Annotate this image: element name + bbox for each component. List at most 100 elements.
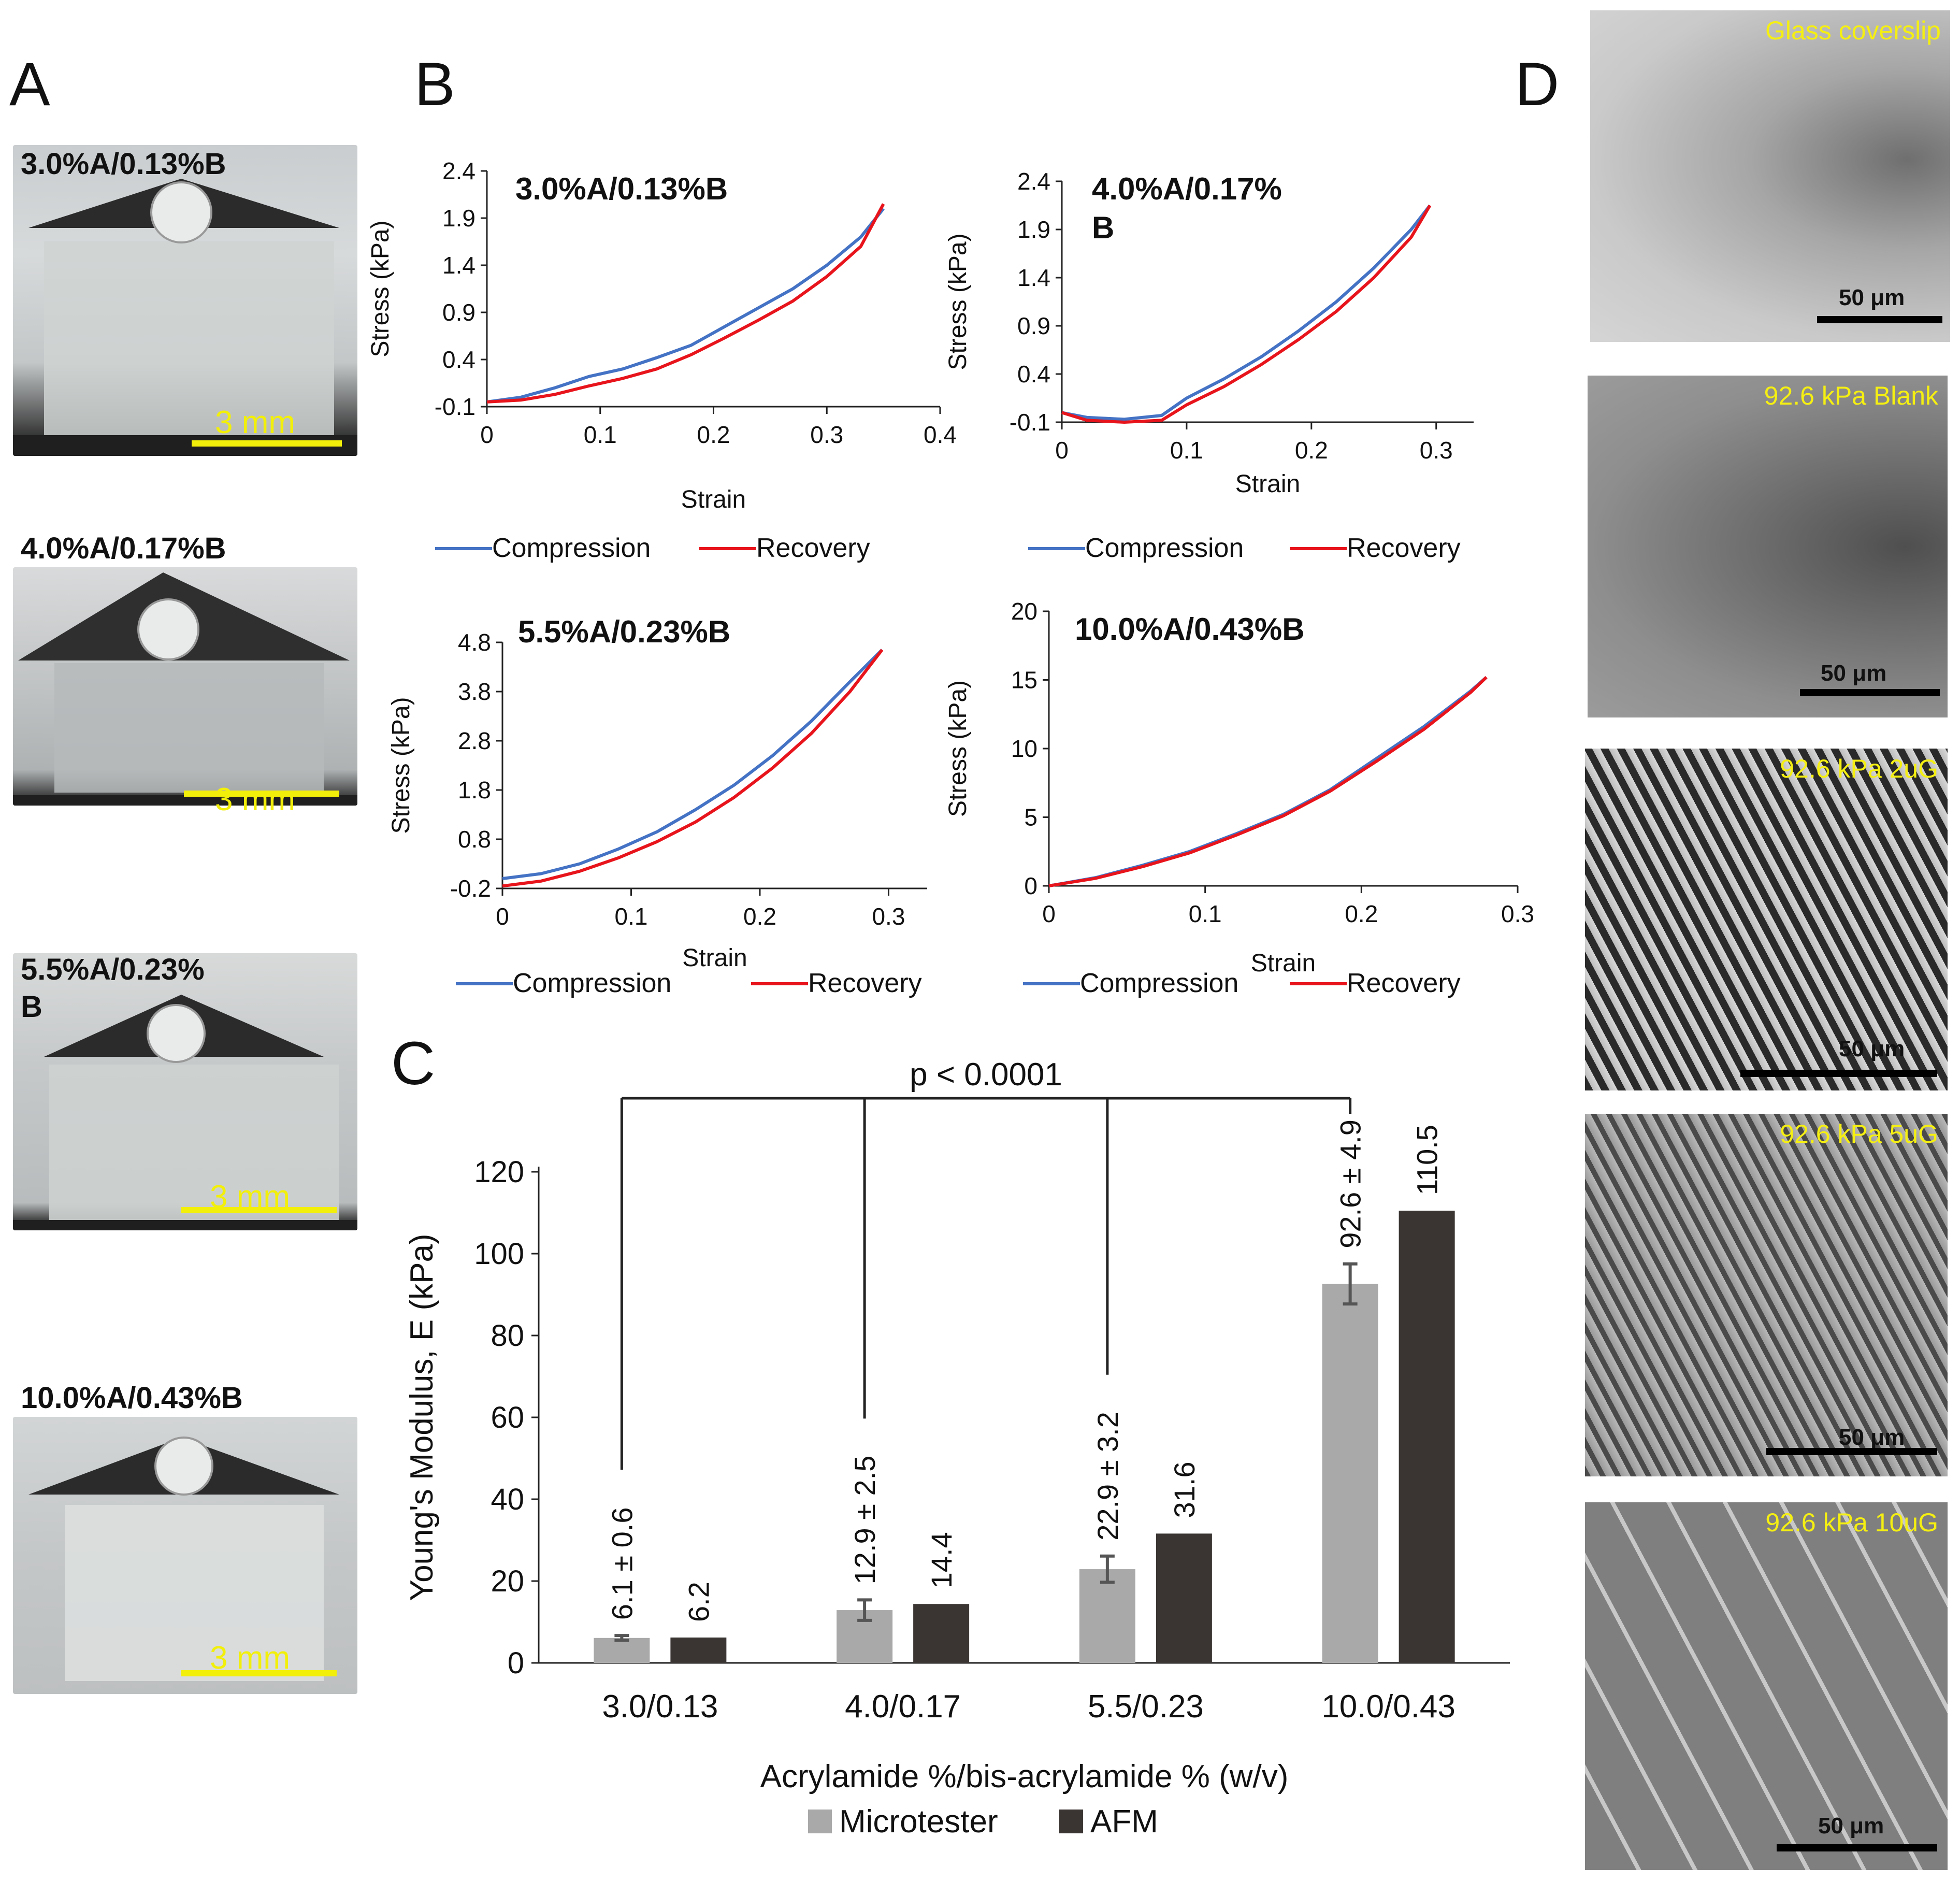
y-tick-label: 4.8	[458, 629, 491, 656]
micrograph-scale-label: 50 μm	[1821, 660, 1887, 686]
y-tick-label: 20	[491, 1564, 524, 1598]
series-line-recovery	[502, 649, 884, 888]
legend-label-compression: Compression	[1085, 533, 1244, 563]
line-chart-3: 0 0.1 0.2 0.3 -0.2 0.8 1.8 2.8 3.8 4.8 Strain Stres…	[387, 614, 927, 998]
line-chart-4: 0 0.1 0.2 0.3 0 5 10 15 20 Strain Stress (kPa) 10.0…	[944, 598, 1534, 998]
legend-label-compression: Compression	[513, 968, 671, 998]
x-tick-label: 4.0/0.17	[845, 1689, 961, 1725]
y-axis-label: Stress (kPa)	[387, 697, 415, 834]
y-tick-label: -0.2	[450, 875, 491, 902]
data-label-microtester: 6.1 ± 0.6	[606, 1507, 638, 1620]
y-tick-label: 0.4	[442, 346, 475, 373]
micrograph-title: 92.6 kPa 2uG	[1780, 754, 1938, 783]
micrograph: 92.6 kPa 5uG 50 μm	[1585, 1114, 1948, 1476]
micrograph-scale-bar	[1740, 1070, 1937, 1077]
gel-compression-illustration	[28, 1437, 339, 1681]
x-tick-label: 0.3	[872, 903, 905, 930]
legend-label-microtester: Microtester	[839, 1804, 998, 1840]
bar-microtester	[1079, 1569, 1135, 1663]
legend-swatch-microtester	[808, 1810, 832, 1833]
micrograph: 92.6 kPa Blank 50 μm	[1588, 376, 1948, 717]
y-tick-label: 80	[491, 1319, 524, 1353]
x-tick-label: 0	[1042, 900, 1056, 927]
y-tick-label: 40	[491, 1483, 524, 1516]
micrograph: 92.6 kPa 10uG 50 μm	[1585, 1502, 1948, 1870]
scale-bar	[184, 791, 339, 797]
x-axis-label: Acrylamide %/bis-acrylamide % (w/v)	[760, 1759, 1289, 1794]
y-tick-label: 5	[1024, 804, 1037, 831]
chart-title: 3.0%A/0.13%B	[515, 171, 728, 206]
x-tick-label: 0.1	[1189, 900, 1222, 927]
series-line-recovery	[486, 203, 885, 404]
scale-bar-label: 3 mm	[215, 782, 295, 817]
y-tick-label: 0.9	[442, 299, 475, 326]
gel-label: B	[21, 990, 42, 1024]
scale-bar	[192, 440, 342, 447]
data-label-microtester: 92.6 ± 4.9	[1334, 1119, 1367, 1248]
data-label-afm: 31.6	[1168, 1461, 1201, 1518]
y-tick-label: 2.4	[442, 157, 475, 184]
y-tick-label: 3.8	[458, 678, 491, 705]
data-label-microtester: 22.9 ± 3.2	[1091, 1412, 1124, 1541]
line-chart-2: 0 0.1 0.2 0.3 -0.1 0.4 0.9 1.4 1.9 2.4 Strain Stres…	[944, 168, 1474, 563]
x-tick-label: 0.3	[810, 421, 843, 448]
legend-label-compression: Compression	[492, 533, 651, 563]
y-tick-label: 10	[1011, 735, 1037, 762]
micrograph-title: 92.6 kPa 10uG	[1765, 1508, 1938, 1537]
panel-letter-d: D	[1515, 50, 1560, 119]
y-tick-label: 1.4	[442, 252, 475, 279]
bar-afm	[913, 1604, 970, 1663]
chart-title: 5.5%A/0.23%B	[518, 614, 730, 649]
micrograph-scale-bar	[1817, 316, 1942, 323]
gel-label: 10.0%A/0.43%B	[21, 1381, 243, 1415]
micrograph-scale-label: 50 μm	[1839, 1425, 1905, 1450]
legend-label-compression: Compression	[1080, 968, 1238, 998]
scale-bar	[181, 1207, 337, 1213]
bar-afm	[670, 1638, 727, 1663]
x-axis-label: Strain	[682, 944, 747, 972]
series-line-compression	[486, 207, 885, 404]
x-tick-label: 0.2	[697, 421, 730, 448]
y-tick-label: 2.4	[1017, 168, 1050, 195]
legend-label-recovery: Recovery	[1347, 968, 1461, 998]
significance-label: p < 0.0001	[910, 1057, 1062, 1093]
x-tick-label: 10.0/0.43	[1321, 1689, 1455, 1725]
x-tick-label: 0.3	[1501, 900, 1534, 927]
series-line-compression	[1061, 204, 1432, 421]
y-axis-label: Stress (kPa)	[944, 680, 972, 817]
y-tick-label: 0.9	[1017, 312, 1050, 339]
panel-letter-a: A	[9, 50, 50, 119]
x-tick-label: 5.5/0.23	[1088, 1689, 1204, 1725]
y-axis-label: Young's Modulus, E (kPa)	[404, 1233, 440, 1601]
y-tick-label: 0.4	[1017, 361, 1050, 387]
gel-label: 5.5%A/0.23%	[21, 953, 205, 986]
chart-title: 10.0%A/0.43%B	[1075, 612, 1305, 647]
x-axis-label: Strain	[1251, 950, 1316, 977]
panel-letter-c: C	[391, 1029, 436, 1098]
gel-compression-illustration	[13, 572, 357, 806]
scale-bar-label: 3 mm	[215, 405, 295, 440]
x-tick-label: 0.2	[1345, 900, 1378, 927]
bar-afm	[1399, 1211, 1455, 1663]
x-tick-label: 0	[496, 903, 509, 930]
bar-microtester	[1322, 1284, 1378, 1663]
y-tick-label: -0.1	[1010, 409, 1050, 436]
scale-bar-label: 3 mm	[210, 1640, 290, 1676]
bar-chart: 0 20 40 60 80 100 120 Young's Modulus, E (kPa) A…	[404, 1057, 1510, 1840]
series-line-compression	[502, 649, 884, 880]
legend-label-recovery: Recovery	[1347, 533, 1461, 563]
chart-title: B	[1092, 210, 1114, 245]
x-tick-label: 0.2	[1295, 437, 1328, 464]
x-tick-label: 0.1	[1170, 437, 1203, 464]
micrograph-scale-label: 50 μm	[1839, 1036, 1905, 1061]
y-tick-label: 0	[1024, 872, 1037, 899]
legend-label-afm: AFM	[1090, 1804, 1158, 1840]
gel-photo	[13, 567, 357, 806]
x-tick-label: 3.0/0.13	[602, 1689, 718, 1725]
x-tick-label: 0.2	[743, 903, 776, 930]
micrograph-scale-label: 50 μm	[1839, 285, 1905, 310]
y-tick-label: 120	[474, 1155, 524, 1189]
data-label-microtester: 12.9 ± 2.5	[848, 1456, 881, 1585]
legend-label-recovery: Recovery	[756, 533, 870, 563]
